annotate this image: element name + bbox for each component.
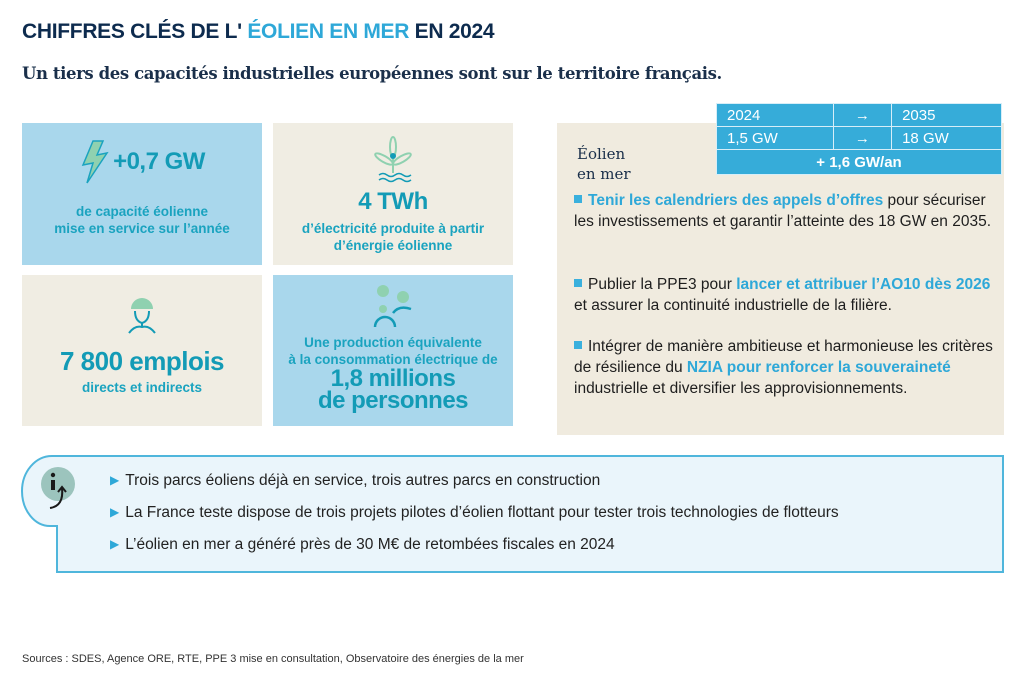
info-text: L’éolien en mer a généré près de 30 M€ d… — [125, 536, 615, 553]
sources: Sources : SDES, Agence ORE, RTE, PPE 3 m… — [22, 653, 524, 665]
table-row: 1,5 GW → 18 GW — [716, 126, 1002, 150]
title-part: EN 2024 — [409, 20, 495, 43]
worker-icon — [128, 298, 156, 334]
panel-label: Éolien en mer — [577, 144, 631, 184]
card-text: mise en service sur l’année — [54, 221, 230, 236]
info-text: La France teste dispose de trois projets… — [125, 504, 839, 521]
label-line: Éolien — [577, 145, 626, 163]
card-text: à la consommation électrique de — [288, 352, 498, 367]
card-value: +0,7 GW — [113, 148, 205, 175]
bullet-text: industrielle et diversifier les approvis… — [574, 380, 908, 397]
card-text: d’électricité produite à partir — [301, 221, 485, 236]
bullet-item: Publier la PPE3 pour lancer et attribuer… — [574, 274, 994, 316]
people-icon — [373, 285, 412, 328]
capacity-table: 2024 → 2035 1,5 GW → 18 GW + 1,6 GW/an — [716, 103, 1002, 175]
table-row: 2024 → 2035 — [716, 103, 1002, 127]
label-line: en mer — [577, 165, 631, 183]
info-item: ▶ Trois parcs éoliens déjà en service, tr… — [110, 472, 600, 490]
offshore-wind-panel — [557, 123, 1004, 435]
bullet-text: Intégrer de manière ambitieuse et harmon… — [574, 338, 993, 376]
table-cell: 2035 — [891, 103, 1002, 127]
card-value: 7 800 emplois — [59, 346, 225, 376]
bullet-highlight: NZIA pour renforcer la souveraineté — [686, 359, 951, 376]
bullet-text: Publier la PPE3 pour — [588, 276, 737, 293]
table-cell: 2024 — [716, 103, 834, 127]
square-bullet-icon — [574, 279, 582, 287]
triangle-bullet-icon: ▶ — [110, 473, 120, 487]
triangle-bullet-icon: ▶ — [110, 537, 120, 551]
card-equivalent: Une production équivalente à la consomma… — [273, 275, 513, 426]
bullet-item: Tenir les calendriers des appels d’offre… — [574, 190, 994, 232]
card-text: Une production équivalente — [304, 335, 482, 350]
table-row: + 1,6 GW/an — [716, 149, 1002, 175]
title-part: CHIFFRES CLÉS DE L' — [22, 20, 248, 43]
info-text: Trois parcs éoliens déjà en service, tro… — [125, 472, 601, 489]
subtitle: Un tiers des capacités industrielles eur… — [22, 64, 722, 83]
info-item: ▶ La France teste dispose de trois projet… — [110, 504, 839, 522]
lightning-icon — [81, 140, 109, 184]
card-text: directs et indirects — [81, 380, 203, 395]
bullet-item: Intégrer de manière ambitieuse et harmon… — [574, 336, 994, 399]
bullet-highlight: lancer et attribuer l’AO10 dès 2026 — [736, 276, 991, 293]
title-highlight: ÉOLIEN EN MER — [247, 20, 410, 43]
card-text: de capacité éolienne — [75, 204, 209, 219]
bullet-text: et assurer la continuité industrielle de… — [574, 297, 892, 314]
card-value: de personnes — [317, 387, 469, 414]
square-bullet-icon — [574, 195, 582, 203]
arrow-icon: → — [832, 126, 893, 150]
arrow-icon: → — [832, 103, 893, 127]
bullet-text: pour sécuriser les investissements et ga… — [574, 192, 991, 230]
wind-turbine-icon — [374, 136, 412, 183]
card-production: 4 TWh d’électricité produite à partir d’… — [273, 123, 513, 265]
card-jobs: 7 800 emplois directs et indirects — [22, 275, 262, 426]
table-cell: 18 GW — [891, 126, 1002, 150]
card-value: 1,8 millions — [330, 365, 456, 392]
card-text: d’énergie éolienne — [333, 238, 453, 253]
card-value: 4 TWh — [358, 188, 428, 215]
table-total: + 1,6 GW/an — [716, 149, 1002, 175]
triangle-bullet-icon: ▶ — [110, 505, 120, 519]
info-icon — [41, 467, 75, 501]
page-title: CHIFFRES CLÉS DE L' ÉOLIEN EN MER EN 202… — [22, 20, 495, 44]
bullet-highlight: Tenir les calendriers des appels d’offre… — [588, 192, 884, 209]
info-item: ▶ L’éolien en mer a généré près de 30 M€ … — [110, 536, 615, 554]
square-bullet-icon — [574, 341, 582, 349]
card-capacity: +0,7 GW de capacité éolienne mise en ser… — [22, 123, 262, 265]
table-cell: 1,5 GW — [716, 126, 834, 150]
